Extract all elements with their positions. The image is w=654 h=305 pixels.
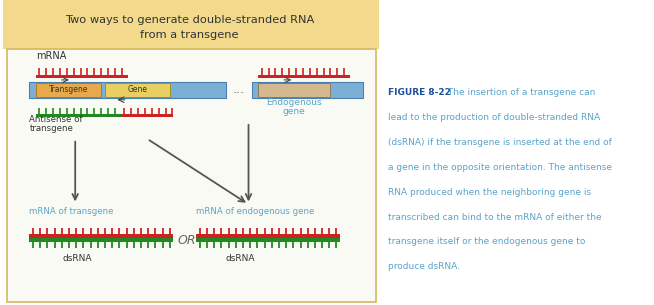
Bar	[36, 75, 128, 78]
Text: OR: OR	[177, 235, 196, 247]
Bar	[7, 49, 376, 302]
Text: RNA produced when the neighboring gene is: RNA produced when the neighboring gene i…	[388, 188, 591, 197]
Text: (dsRNA) if the transgene is inserted at the end of: (dsRNA) if the transgene is inserted at …	[388, 138, 612, 147]
Text: dsRNA: dsRNA	[62, 254, 92, 263]
Bar	[121, 114, 173, 117]
Bar	[196, 238, 340, 242]
Text: Gene: Gene	[128, 85, 147, 95]
Text: Transgene: Transgene	[49, 85, 88, 95]
Bar	[3, 0, 379, 49]
Bar	[196, 234, 340, 238]
Text: transgene: transgene	[29, 124, 73, 133]
Text: The insertion of a transgene can: The insertion of a transgene can	[445, 88, 596, 97]
Text: a gene in the opposite orientation. The antisense: a gene in the opposite orientation. The …	[388, 163, 612, 172]
Text: transgene itself or the endogenous gene to: transgene itself or the endogenous gene …	[388, 237, 585, 246]
Bar	[29, 238, 173, 242]
Bar	[258, 75, 350, 78]
Text: dsRNA: dsRNA	[226, 254, 255, 263]
Text: mRNA: mRNA	[36, 52, 66, 62]
Text: gene: gene	[283, 107, 305, 117]
Text: lead to the production of double-stranded RNA: lead to the production of double-strande…	[388, 113, 600, 122]
Bar	[29, 82, 226, 98]
Bar	[252, 82, 363, 98]
Text: ...: ...	[232, 84, 244, 96]
Bar	[36, 83, 101, 97]
Text: mRNA of endogenous gene: mRNA of endogenous gene	[196, 206, 315, 216]
Text: from a transgene: from a transgene	[141, 30, 239, 40]
Bar	[105, 83, 170, 97]
Text: mRNA of transgene: mRNA of transgene	[29, 206, 114, 216]
Text: FIGURE 8-22: FIGURE 8-22	[388, 88, 451, 97]
Text: Two ways to generate double-stranded RNA: Two ways to generate double-stranded RNA	[65, 15, 315, 25]
Bar	[36, 114, 121, 117]
Text: produce dsRNA.: produce dsRNA.	[388, 262, 460, 271]
Bar	[258, 83, 330, 97]
Text: transcribed can bind to the mRNA of either the: transcribed can bind to the mRNA of eith…	[388, 213, 602, 221]
Bar	[29, 234, 173, 238]
Text: Endogenous: Endogenous	[266, 98, 322, 107]
Text: Antisense of: Antisense of	[29, 115, 83, 124]
